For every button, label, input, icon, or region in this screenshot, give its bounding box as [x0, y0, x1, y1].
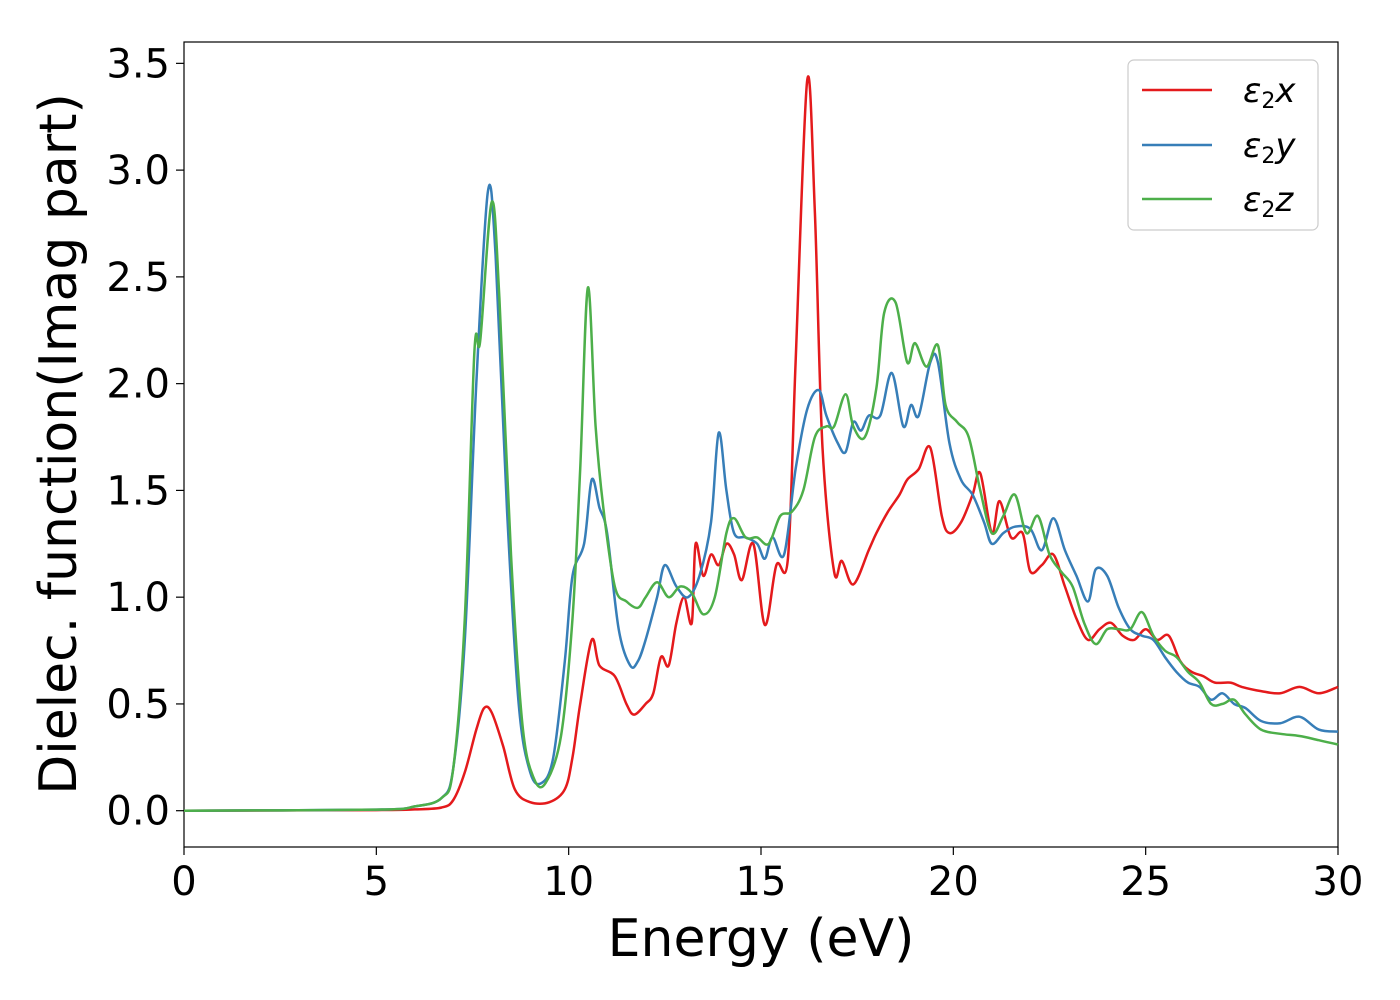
- legend-label-z: ε2z: [1243, 180, 1294, 223]
- x-axis-title: Energy (eV): [608, 909, 915, 969]
- series-line-x: [183, 75, 1339, 812]
- y-tick-label: 3.5: [106, 41, 170, 87]
- y-tick-label: 1.0: [106, 575, 170, 621]
- y-tick-label: 2.5: [106, 255, 170, 301]
- y-axis-title: Dielec. function(Imag part): [29, 93, 89, 795]
- legend: ε2x ε2y ε2z: [1127, 59, 1319, 231]
- y-tick-label: 0.0: [106, 789, 170, 835]
- legend-box: [1127, 59, 1319, 231]
- y-tick-label: 0.5: [106, 682, 170, 728]
- legend-label-x: ε2x: [1243, 71, 1296, 114]
- series-line-y: [183, 183, 1339, 812]
- x-tick-label: 15: [736, 859, 787, 905]
- y-tick-label: 2.0: [106, 362, 170, 408]
- series-layer: [183, 75, 1339, 812]
- x-tick-label: 0: [171, 859, 196, 905]
- y-tick-label: 3.0: [106, 148, 170, 194]
- series-line-z: [183, 200, 1339, 812]
- legend-label-y: ε2y: [1243, 126, 1296, 169]
- x-tick-label: 5: [364, 859, 389, 905]
- tick-layer: 0 5 10 15 20 25 30 0.0 0.5 1.0 1.5 2.0 2.5 3.0 3.5: [106, 41, 1363, 905]
- x-tick-label: 20: [928, 859, 979, 905]
- x-tick-label: 10: [543, 859, 594, 905]
- x-tick-label: 25: [1120, 859, 1171, 905]
- x-tick-label: 30: [1313, 859, 1364, 905]
- y-tick-label: 1.5: [106, 468, 170, 514]
